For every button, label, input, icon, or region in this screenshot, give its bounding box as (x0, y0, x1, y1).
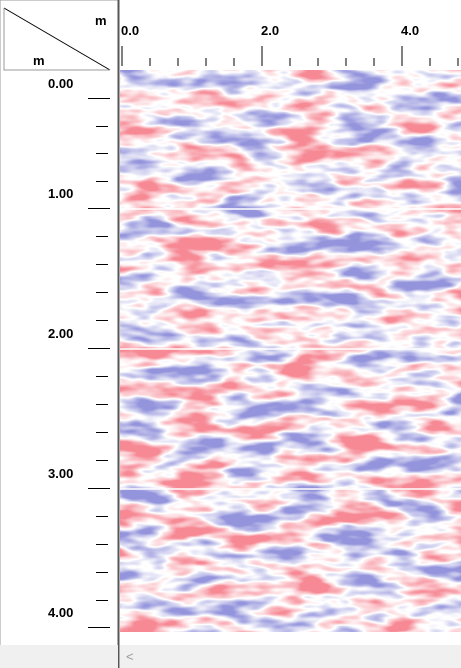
y-ruler-label: 3.00 (48, 466, 73, 481)
x-ruler-label: 2.0 (261, 23, 279, 38)
corner-x-unit: m (95, 13, 107, 28)
corner-y-unit: m (33, 53, 45, 68)
y-ruler-label: 0.00 (48, 76, 73, 91)
y-ruler-label: 2.00 (48, 326, 73, 341)
corner-diagonal (3, 7, 111, 71)
corner-frame (3, 8, 110, 71)
scrollbar[interactable] (120, 645, 461, 668)
y-ruler-label: 1.00 (48, 186, 73, 201)
scrollbar-left-area (0, 645, 118, 668)
scroll-arrow[interactable]: < (126, 649, 134, 664)
y-ruler-label: 4.00 (48, 605, 73, 620)
x-ruler-label: 4.0 (401, 23, 419, 38)
x-ruler-label: 0.0 (121, 23, 139, 38)
radargram-image (120, 70, 461, 632)
